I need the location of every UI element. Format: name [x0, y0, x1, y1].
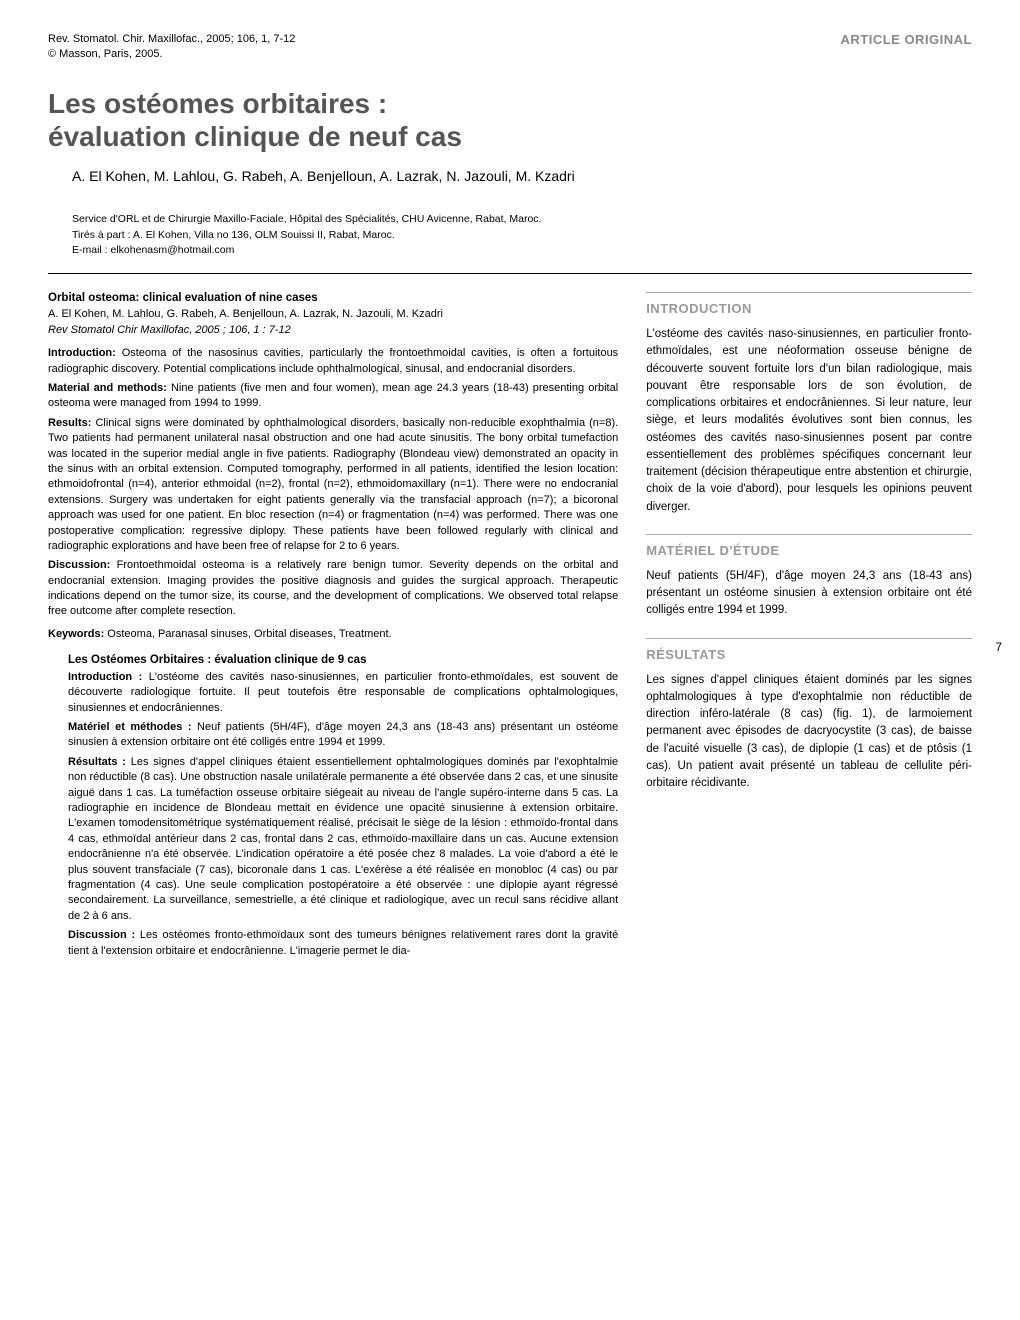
en-intro-label: Introduction: [48, 347, 116, 359]
intro-heading: INTRODUCTION [646, 301, 972, 316]
en-methods-label: Material and methods: [48, 382, 167, 394]
material-heading: MATÉRIEL D'ÉTUDE [646, 543, 972, 558]
material-divider [646, 534, 972, 535]
title-line-1: Les ostéomes orbitaires : [48, 88, 387, 119]
en-abstract-methods: Material and methods: Nine patients (fiv… [48, 381, 618, 412]
en-results-text: Clinical signs were dominated by ophthal… [48, 417, 618, 552]
journal-copyright: © Masson, Paris, 2005. [48, 47, 295, 62]
fr-discussion-label: Discussion : [68, 929, 135, 941]
en-abstract-results: Results: Clinical signs were dominated b… [48, 416, 618, 555]
title-line-2: évaluation clinique de neuf cas [48, 121, 462, 152]
fr-intro-text: L'ostéome des cavités naso-sinusiennes, … [68, 671, 618, 714]
authors: A. El Kohen, M. Lahlou, G. Rabeh, A. Ben… [72, 168, 972, 184]
results-divider [646, 638, 972, 639]
affiliation-line-2: Tirés à part : A. El Kohen, Villa no 136… [72, 228, 972, 244]
en-keywords: Keywords: Osteoma, Paranasal sinuses, Or… [48, 628, 618, 640]
en-abstract-authors: A. El Kohen, M. Lahlou, G. Rabeh, A. Ben… [48, 308, 618, 320]
affiliation-email: E-mail : elkohenasm@hotmail.com [72, 243, 972, 259]
intro-body: L'ostéome des cavités naso-sinusiennes, … [646, 326, 972, 516]
en-keywords-text: Osteoma, Paranasal sinuses, Orbital dise… [104, 628, 391, 640]
affiliation-line-1: Service d'ORL et de Chirurgie Maxillo-Fa… [72, 212, 972, 228]
en-discussion-text: Frontoethmoidal osteoma is a relatively … [48, 559, 618, 617]
fr-abstract-discussion: Discussion : Les ostéomes fronto-ethmoïd… [68, 928, 618, 959]
main-content: Orbital osteoma: clinical evaluation of … [48, 292, 972, 963]
en-abstract-title: Orbital osteoma: clinical evaluation of … [48, 292, 618, 304]
article-title: Les ostéomes orbitaires : évaluation cli… [48, 87, 972, 154]
journal-info: Rev. Stomatol. Chir. Maxillofac., 2005; … [48, 32, 295, 63]
header-row: Rev. Stomatol. Chir. Maxillofac., 2005; … [48, 32, 972, 63]
fr-methods-label: Matériel et méthodes : [68, 721, 192, 733]
left-column: Orbital osteoma: clinical evaluation of … [48, 292, 618, 963]
fr-results-label: Résultats : [68, 756, 126, 768]
en-discussion-label: Discussion: [48, 559, 110, 571]
fr-results-text: Les signes d'appel cliniques étaient ess… [68, 756, 618, 922]
results-body: Les signes d'appel cliniques étaient dom… [646, 672, 972, 793]
en-abstract-discussion: Discussion: Frontoethmoidal osteoma is a… [48, 558, 618, 620]
en-keywords-label: Keywords: [48, 628, 104, 640]
fr-abstract-methods: Matériel et méthodes : Neuf patients (5H… [68, 720, 618, 751]
intro-divider [646, 292, 972, 293]
fr-abstract: Les Ostéomes Orbitaires : évaluation cli… [68, 654, 618, 959]
fr-abstract-title: Les Ostéomes Orbitaires : évaluation cli… [68, 654, 618, 666]
en-abstract-intro: Introduction: Osteoma of the nasosinus c… [48, 346, 618, 377]
en-results-label: Results: [48, 417, 91, 429]
fr-abstract-intro: Introduction : L'ostéome des cavités nas… [68, 670, 618, 716]
affiliation: Service d'ORL et de Chirurgie Maxillo-Fa… [72, 212, 972, 259]
journal-citation: Rev. Stomatol. Chir. Maxillofac., 2005; … [48, 32, 295, 47]
header-divider [48, 273, 972, 274]
page-number: 7 [995, 640, 1002, 654]
fr-discussion-text: Les ostéomes fronto-ethmoïdaux sont des … [68, 929, 618, 956]
right-column: INTRODUCTION L'ostéome des cavités naso-… [646, 292, 972, 963]
en-abstract-citation: Rev Stomatol Chir Maxillofac, 2005 ; 106… [48, 324, 618, 336]
article-type: ARTICLE ORIGINAL [841, 32, 973, 63]
results-heading: RÉSULTATS [646, 647, 972, 662]
material-body: Neuf patients (5H/4F), d'âge moyen 24,3 … [646, 568, 972, 620]
fr-abstract-results: Résultats : Les signes d'appel cliniques… [68, 755, 618, 924]
en-intro-text: Osteoma of the nasosinus cavities, parti… [48, 347, 618, 374]
fr-intro-label: Introduction : [68, 671, 142, 683]
